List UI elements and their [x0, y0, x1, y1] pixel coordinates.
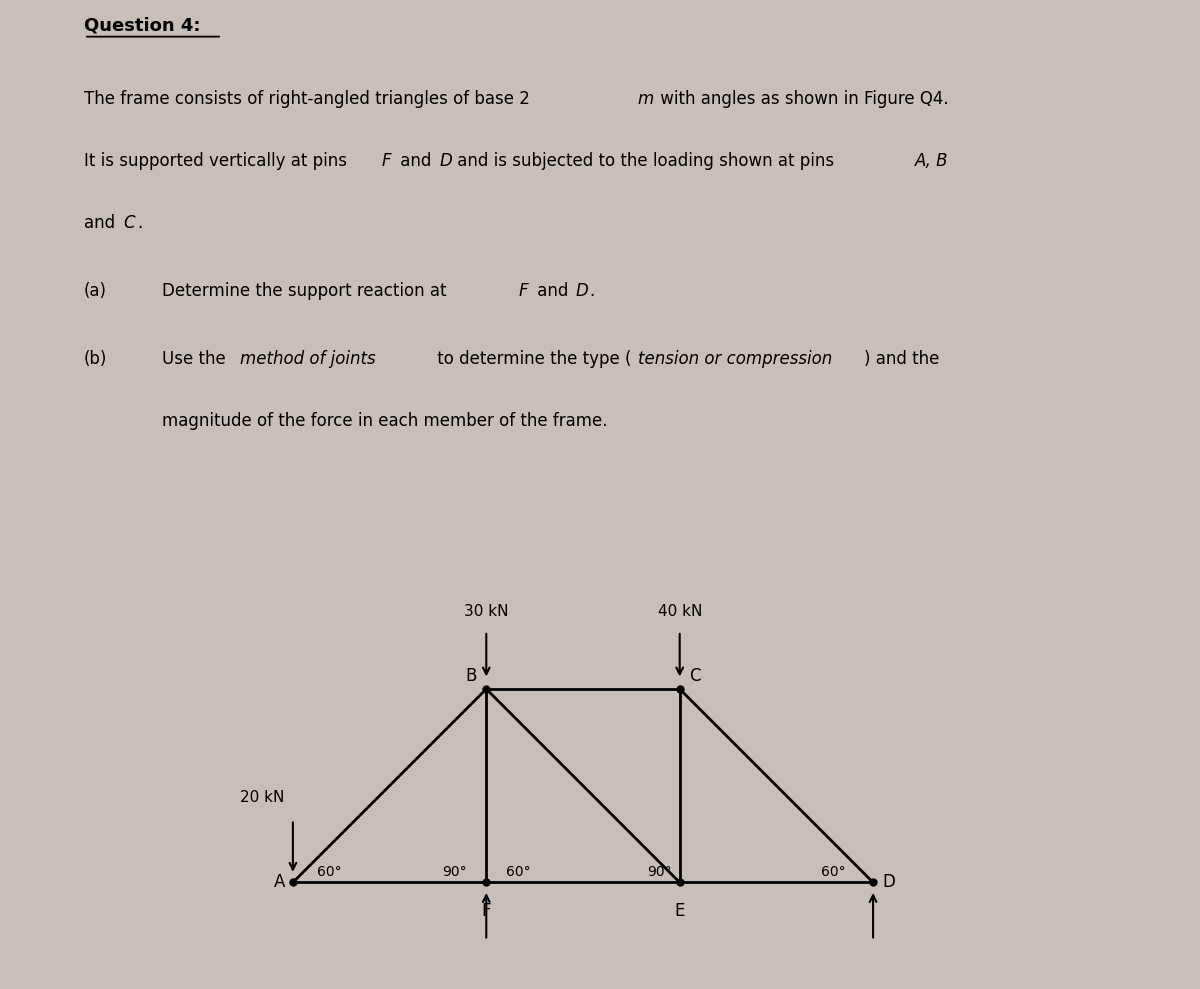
Text: 40 kN: 40 kN	[658, 604, 702, 619]
Text: B: B	[466, 668, 476, 685]
Text: Use the: Use the	[162, 349, 230, 368]
Text: 90°: 90°	[647, 864, 672, 878]
Text: A: A	[274, 873, 286, 891]
Text: and is subjected to the loading shown at pins: and is subjected to the loading shown at…	[452, 152, 840, 170]
Text: 60°: 60°	[505, 864, 530, 878]
Text: F: F	[481, 902, 491, 920]
Text: method of joints: method of joints	[240, 349, 376, 368]
Text: and: and	[395, 152, 437, 170]
Text: A, B: A, B	[914, 152, 948, 170]
Text: C: C	[124, 215, 136, 232]
Text: .: .	[589, 282, 594, 300]
Text: D: D	[883, 873, 895, 891]
Text: 60°: 60°	[317, 864, 342, 878]
Text: and: and	[532, 282, 574, 300]
Text: to determine the type (: to determine the type (	[432, 349, 631, 368]
Text: and: and	[84, 215, 120, 232]
Text: F: F	[518, 282, 528, 300]
Text: F: F	[382, 152, 391, 170]
Text: E: E	[674, 902, 685, 920]
Text: (a): (a)	[84, 282, 107, 300]
Text: with angles as shown in Figure Q4.: with angles as shown in Figure Q4.	[655, 90, 949, 108]
Text: Question 4:: Question 4:	[84, 17, 200, 35]
Text: .: .	[137, 215, 142, 232]
Text: The frame consists of right-angled triangles of base 2: The frame consists of right-angled trian…	[84, 90, 535, 108]
Text: D: D	[439, 152, 452, 170]
Text: ) and the: ) and the	[864, 349, 940, 368]
Text: 60°: 60°	[821, 864, 846, 878]
Text: magnitude of the force in each member of the frame.: magnitude of the force in each member of…	[162, 411, 607, 429]
Text: D: D	[576, 282, 589, 300]
Text: 30 kN: 30 kN	[464, 604, 509, 619]
Text: 20 kN: 20 kN	[240, 790, 284, 805]
Text: m: m	[637, 90, 654, 108]
Text: It is supported vertically at pins: It is supported vertically at pins	[84, 152, 353, 170]
Text: Determine the support reaction at: Determine the support reaction at	[162, 282, 451, 300]
Text: C: C	[689, 668, 701, 685]
Text: 90°: 90°	[443, 864, 467, 878]
Text: tension or compression: tension or compression	[638, 349, 833, 368]
Text: (b): (b)	[84, 349, 107, 368]
